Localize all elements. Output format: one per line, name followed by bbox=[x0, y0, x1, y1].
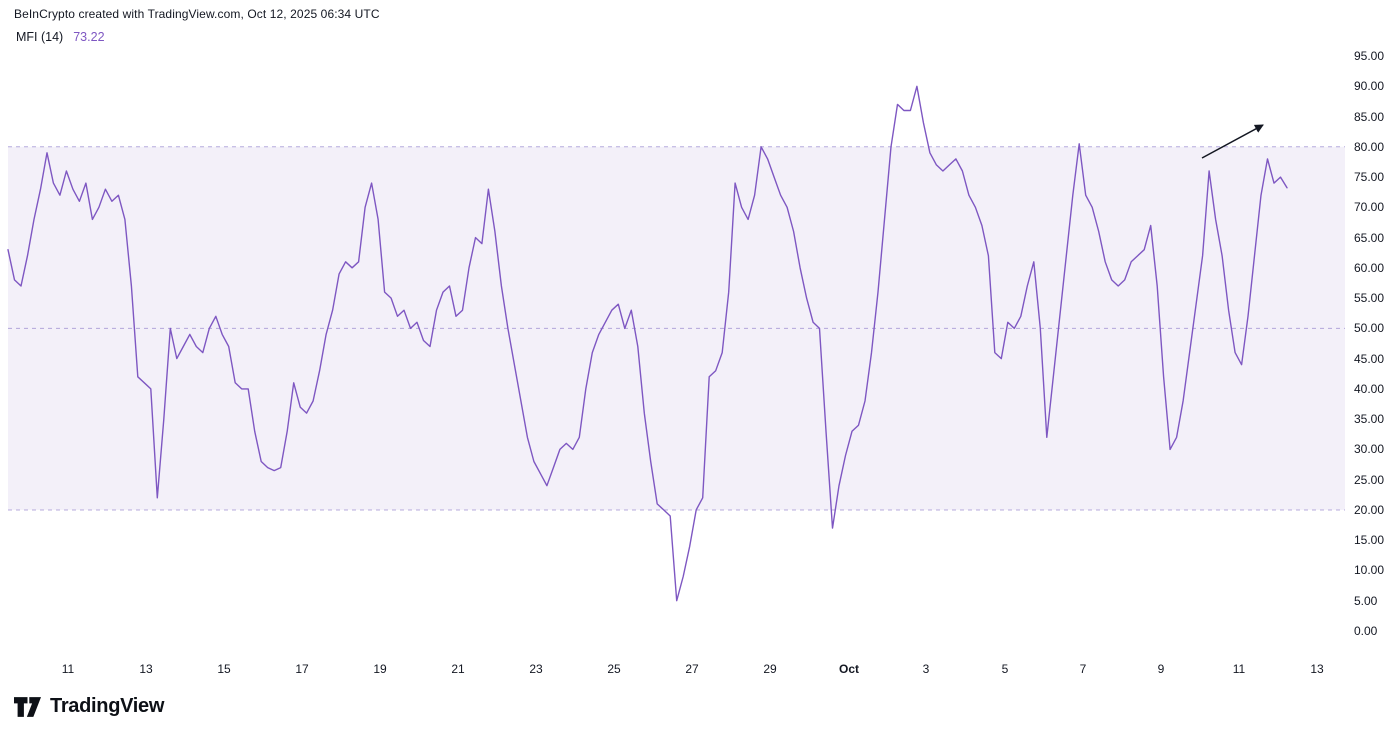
x-axis-label: 11 bbox=[1232, 662, 1246, 676]
mfi-line bbox=[7, 85, 1288, 602]
y-axis-label: 50.00 bbox=[1354, 321, 1385, 336]
x-axis-label: 15 bbox=[217, 662, 231, 676]
x-axis-label: 29 bbox=[763, 662, 777, 676]
indicator-legend[interactable]: MFI (14) 73.22 bbox=[16, 30, 105, 44]
trend-arrow[interactable] bbox=[1201, 124, 1264, 159]
x-axis-label: 19 bbox=[373, 662, 387, 676]
x-axis-label: 23 bbox=[529, 662, 543, 676]
time-axis[interactable]: 11 13 15 17 19 21 23 25 27 29 Oct 3 5 7 9 11 13 bbox=[0, 662, 1400, 680]
indicator-name: MFI (14) bbox=[16, 30, 64, 44]
y-axis-label: 80.00 bbox=[1354, 139, 1385, 154]
y-axis-label: 95.00 bbox=[1354, 49, 1385, 63]
tradingview-logo[interactable]: TradingView bbox=[14, 695, 164, 718]
x-axis-label: 21 bbox=[451, 662, 465, 676]
y-axis-label: 5.00 bbox=[1354, 593, 1378, 608]
y-axis-label: 30.00 bbox=[1354, 442, 1385, 457]
x-axis-label: 5 bbox=[1001, 662, 1009, 676]
y-axis-label: 90.00 bbox=[1354, 79, 1385, 94]
x-axis-label: 17 bbox=[295, 662, 309, 676]
y-axis-label: 85.00 bbox=[1354, 109, 1385, 124]
x-axis-label: 9 bbox=[1157, 662, 1165, 676]
y-axis-label: 45.00 bbox=[1354, 351, 1385, 366]
tradingview-logo-icon bbox=[14, 696, 41, 717]
x-axis-label: 27 bbox=[685, 662, 699, 676]
tradingview-logo-text: TradingView bbox=[50, 695, 165, 717]
y-axis-label: 55.00 bbox=[1354, 291, 1385, 306]
y-axis-label: 70.00 bbox=[1354, 200, 1385, 215]
y-axis-label: 40.00 bbox=[1354, 381, 1385, 396]
attribution-text: BeInCrypto created with TradingView.com,… bbox=[14, 7, 380, 21]
y-axis-label: 20.00 bbox=[1354, 502, 1385, 517]
y-axis-label: 35.00 bbox=[1354, 412, 1385, 427]
x-axis-label: 7 bbox=[1079, 662, 1087, 676]
x-axis-label: 3 bbox=[922, 662, 930, 676]
y-axis-label: 60.00 bbox=[1354, 260, 1385, 275]
x-axis-label: 13 bbox=[139, 662, 153, 676]
x-axis-label: Oct bbox=[838, 662, 860, 676]
y-axis-label: 10.00 bbox=[1354, 563, 1385, 578]
y-axis-label: 0.00 bbox=[1354, 624, 1378, 638]
y-axis-label: 75.00 bbox=[1354, 170, 1385, 185]
y-axis-label: 15.00 bbox=[1354, 533, 1385, 548]
y-axis-label: 25.00 bbox=[1354, 472, 1385, 487]
indicator-value: 73.22 bbox=[73, 30, 105, 44]
y-axis-label: 65.00 bbox=[1354, 230, 1385, 245]
x-axis-label: 25 bbox=[607, 662, 621, 676]
x-axis-label: 13 bbox=[1310, 662, 1324, 676]
x-axis-label: 11 bbox=[61, 662, 75, 676]
